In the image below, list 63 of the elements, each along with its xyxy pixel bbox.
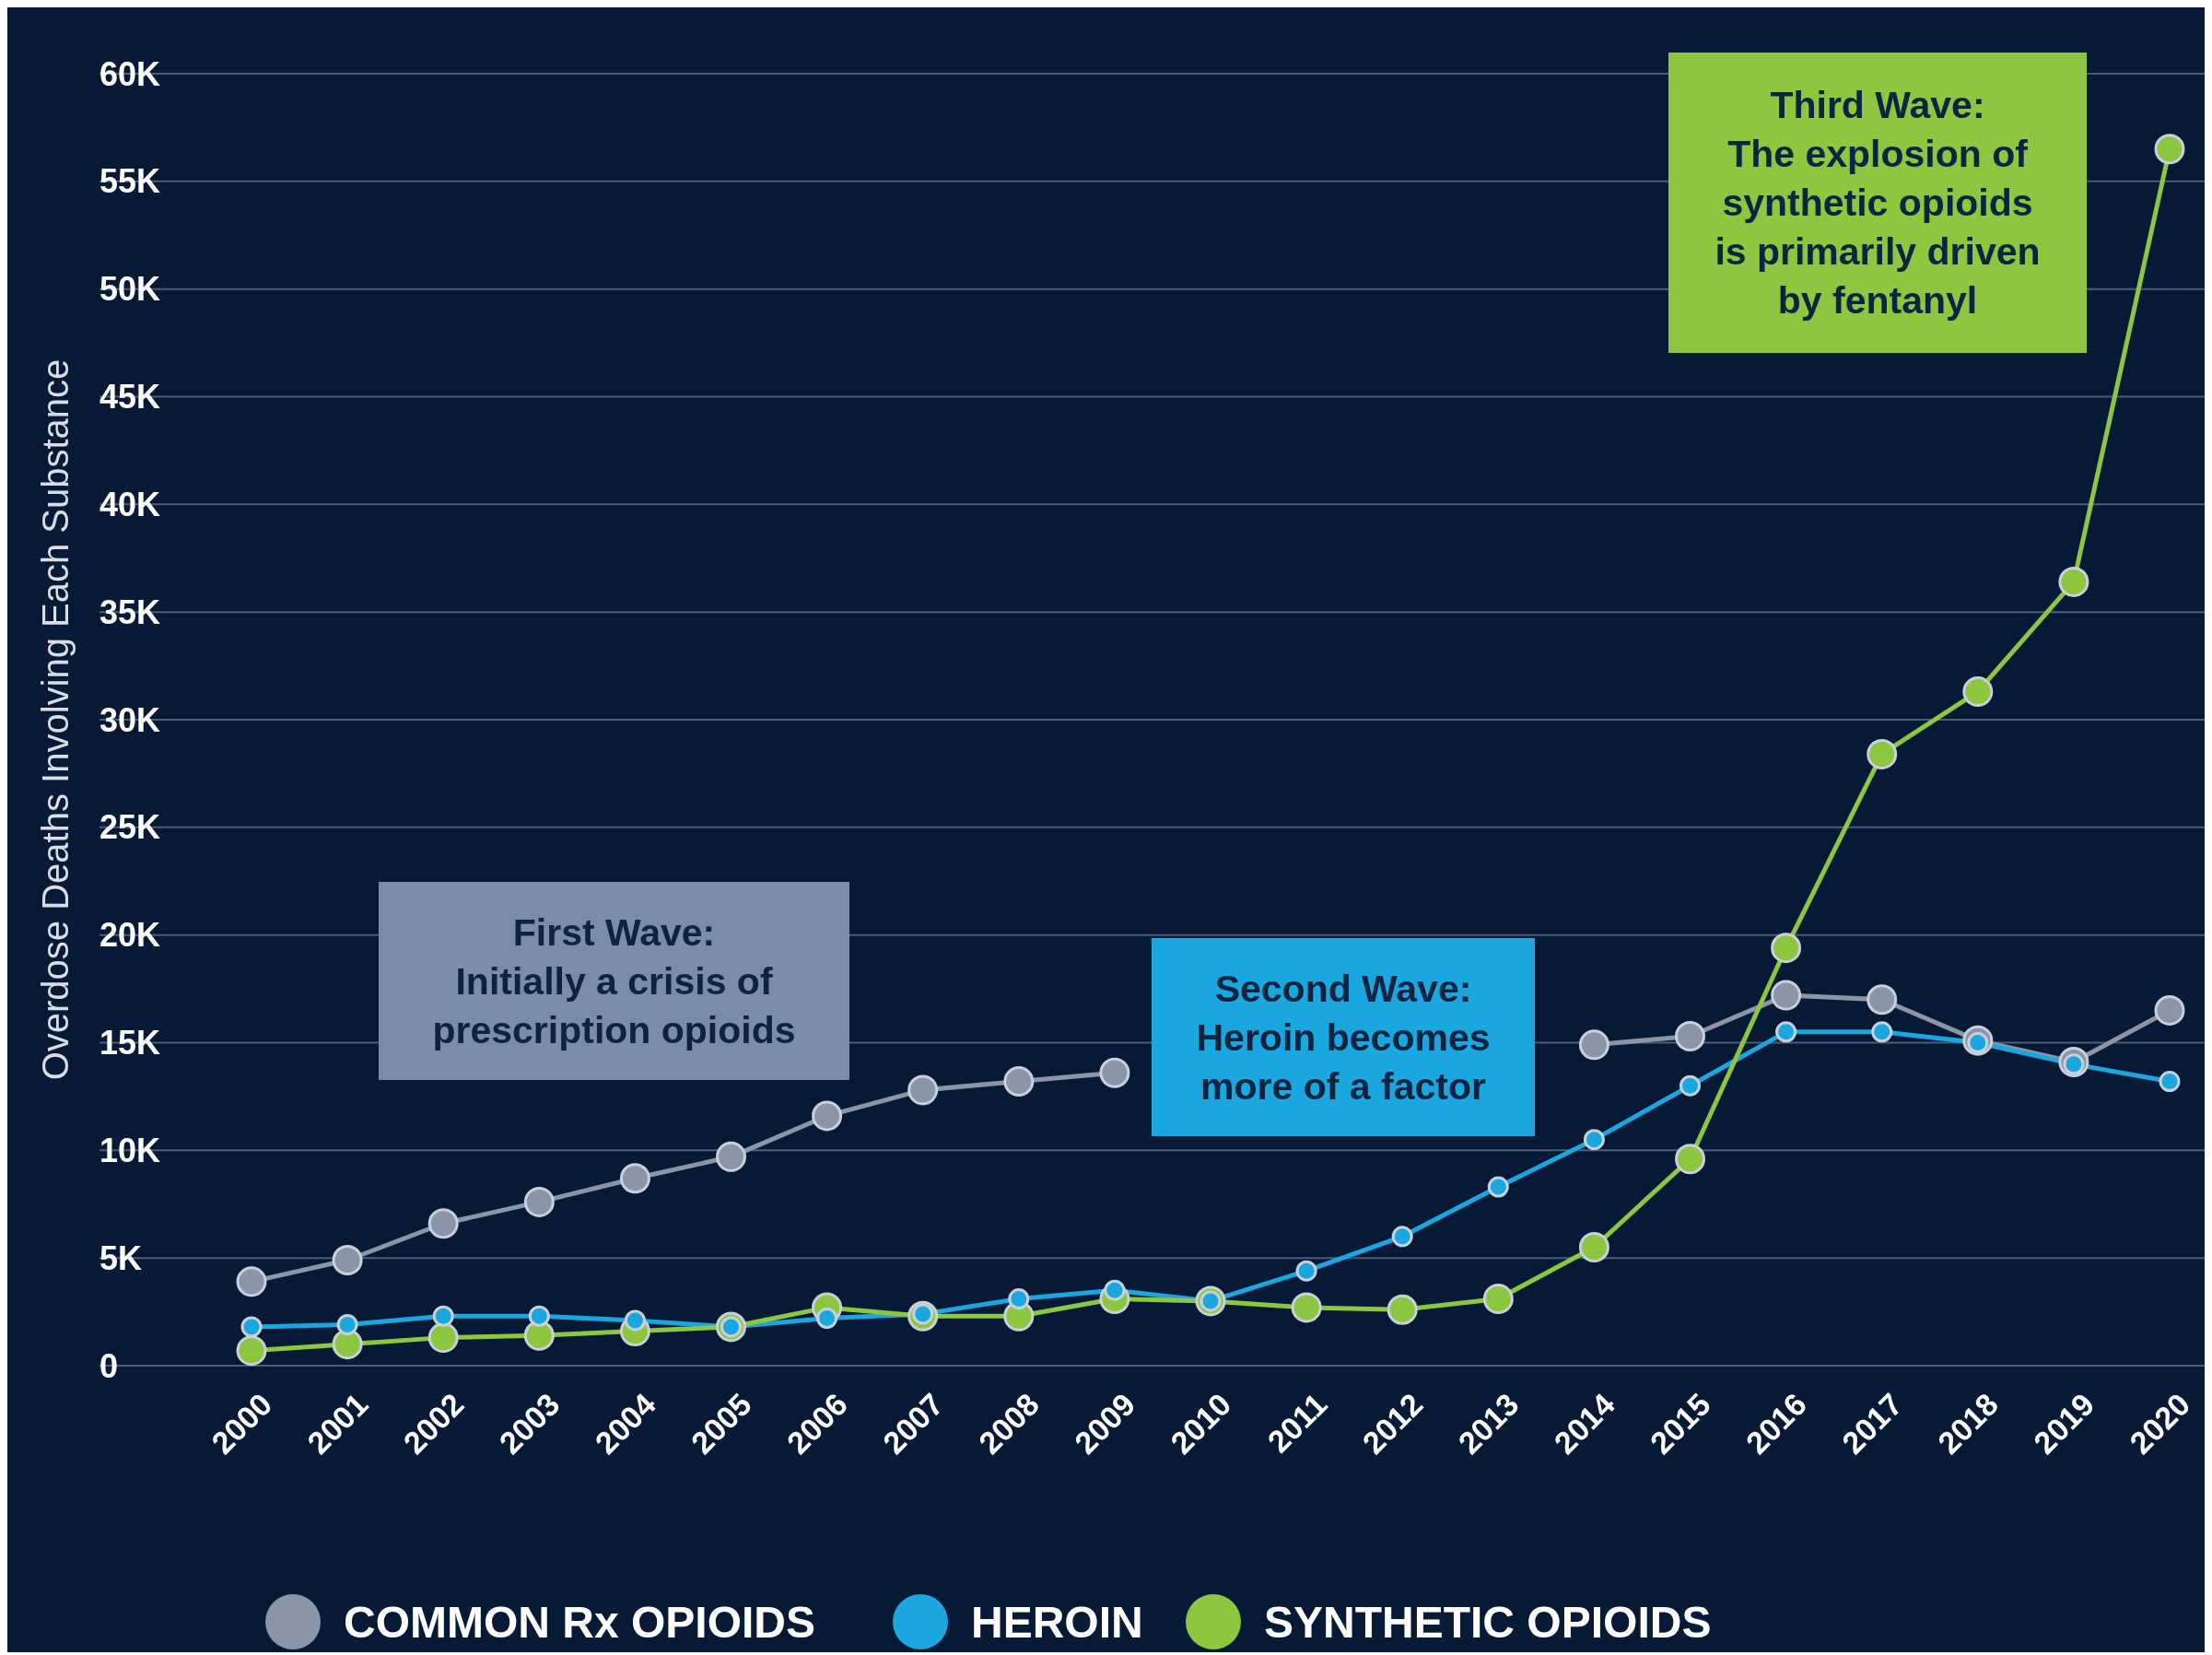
point [427, 1208, 459, 1239]
point [1291, 1292, 1322, 1323]
point [336, 1314, 358, 1336]
point [236, 1266, 267, 1297]
point [1771, 980, 1802, 1011]
point [716, 1141, 746, 1172]
y-tick-label: 45K [99, 378, 161, 417]
point [2154, 994, 2185, 1026]
point [816, 1308, 838, 1330]
point [1003, 1066, 1035, 1097]
y-tick-label: 10K [99, 1131, 161, 1169]
point [2154, 134, 2185, 165]
y-tick-label: 55K [99, 162, 161, 201]
point [1962, 676, 1994, 708]
point [1391, 1226, 1413, 1248]
point [1487, 1176, 1509, 1198]
y-axis-title: Overdose Deaths Involving Each Substance [35, 358, 76, 1081]
point [2159, 1071, 2181, 1093]
point [2058, 566, 2089, 597]
legend-label: HEROIN [971, 1597, 1143, 1647]
point [1295, 1260, 1317, 1282]
point [1675, 1144, 1705, 1175]
legend-label: COMMON Rx OPIOIDS [344, 1597, 816, 1647]
y-tick-label: 25K [99, 808, 161, 847]
y-tick-label: 40K [99, 485, 161, 523]
point [812, 1100, 843, 1132]
point [240, 1316, 263, 1338]
y-tick-label: 5K [99, 1238, 143, 1277]
y-tick-label: 15K [99, 1024, 161, 1062]
annotation: First Wave: Initially a crisis of prescription opioids [432, 910, 796, 1051]
point [1867, 984, 1898, 1015]
legend-label: SYNTHETIC OPIOIDS [1264, 1597, 1712, 1647]
point [624, 1309, 646, 1332]
point [1387, 1294, 1418, 1325]
point [1578, 1231, 1609, 1262]
point [1099, 1057, 1130, 1088]
point [1871, 1021, 1893, 1043]
point [523, 1186, 555, 1217]
point [1578, 1029, 1609, 1061]
point [432, 1305, 454, 1327]
point [332, 1329, 363, 1360]
annotation: Third Wave: The explosion of synthetic opioids is primarily driven by fentanyl [1715, 84, 2041, 323]
y-tick-label: 0 [99, 1346, 119, 1385]
y-tick-label: 50K [99, 270, 161, 309]
y-tick-label: 60K [99, 54, 161, 93]
point [236, 1335, 267, 1367]
point [619, 1163, 650, 1194]
point [528, 1305, 550, 1327]
point [1482, 1284, 1514, 1315]
y-tick-label: 35K [99, 593, 161, 631]
y-tick-label: 20K [99, 916, 161, 955]
point [1675, 1020, 1705, 1051]
point [332, 1245, 363, 1275]
annotation: Second Wave: Heroin becomes more of a factor [1196, 967, 1491, 1108]
point [1679, 1074, 1701, 1097]
point [1008, 1288, 1030, 1310]
point [1775, 1021, 1797, 1043]
point [1771, 933, 1802, 964]
y-tick-label: 30K [99, 700, 161, 739]
point [1867, 738, 1898, 769]
point [427, 1322, 459, 1354]
point [907, 1074, 939, 1106]
point [1583, 1129, 1605, 1151]
